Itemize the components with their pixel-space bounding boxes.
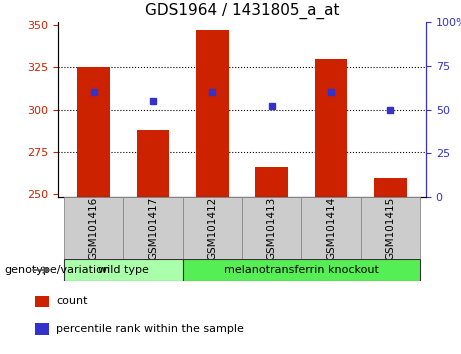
Bar	[361, 197, 420, 259]
Bar	[35, 323, 49, 335]
Text: GSM101413: GSM101413	[266, 196, 277, 259]
Text: melanotransferrin knockout: melanotransferrin knockout	[224, 265, 379, 275]
Text: GSM101417: GSM101417	[148, 196, 158, 259]
Bar	[123, 197, 183, 259]
Text: count: count	[56, 296, 88, 306]
Text: GSM101414: GSM101414	[326, 196, 336, 259]
Bar	[374, 178, 407, 197]
Bar	[242, 197, 301, 259]
Text: GSM101415: GSM101415	[385, 196, 396, 259]
Text: genotype/variation: genotype/variation	[5, 265, 111, 275]
Bar	[301, 197, 361, 259]
Bar	[183, 259, 420, 281]
Bar	[35, 296, 49, 307]
Bar	[183, 197, 242, 259]
Bar	[196, 30, 229, 197]
Bar	[64, 197, 123, 259]
Bar	[64, 259, 183, 281]
Text: GSM101416: GSM101416	[89, 196, 99, 259]
Bar	[255, 167, 288, 197]
Text: wild type: wild type	[98, 265, 149, 275]
Bar	[77, 67, 110, 197]
Text: percentile rank within the sample: percentile rank within the sample	[56, 324, 244, 334]
Text: GSM101412: GSM101412	[207, 196, 217, 259]
Bar	[136, 130, 169, 197]
Title: GDS1964 / 1431805_a_at: GDS1964 / 1431805_a_at	[145, 3, 339, 19]
Bar	[315, 59, 347, 197]
